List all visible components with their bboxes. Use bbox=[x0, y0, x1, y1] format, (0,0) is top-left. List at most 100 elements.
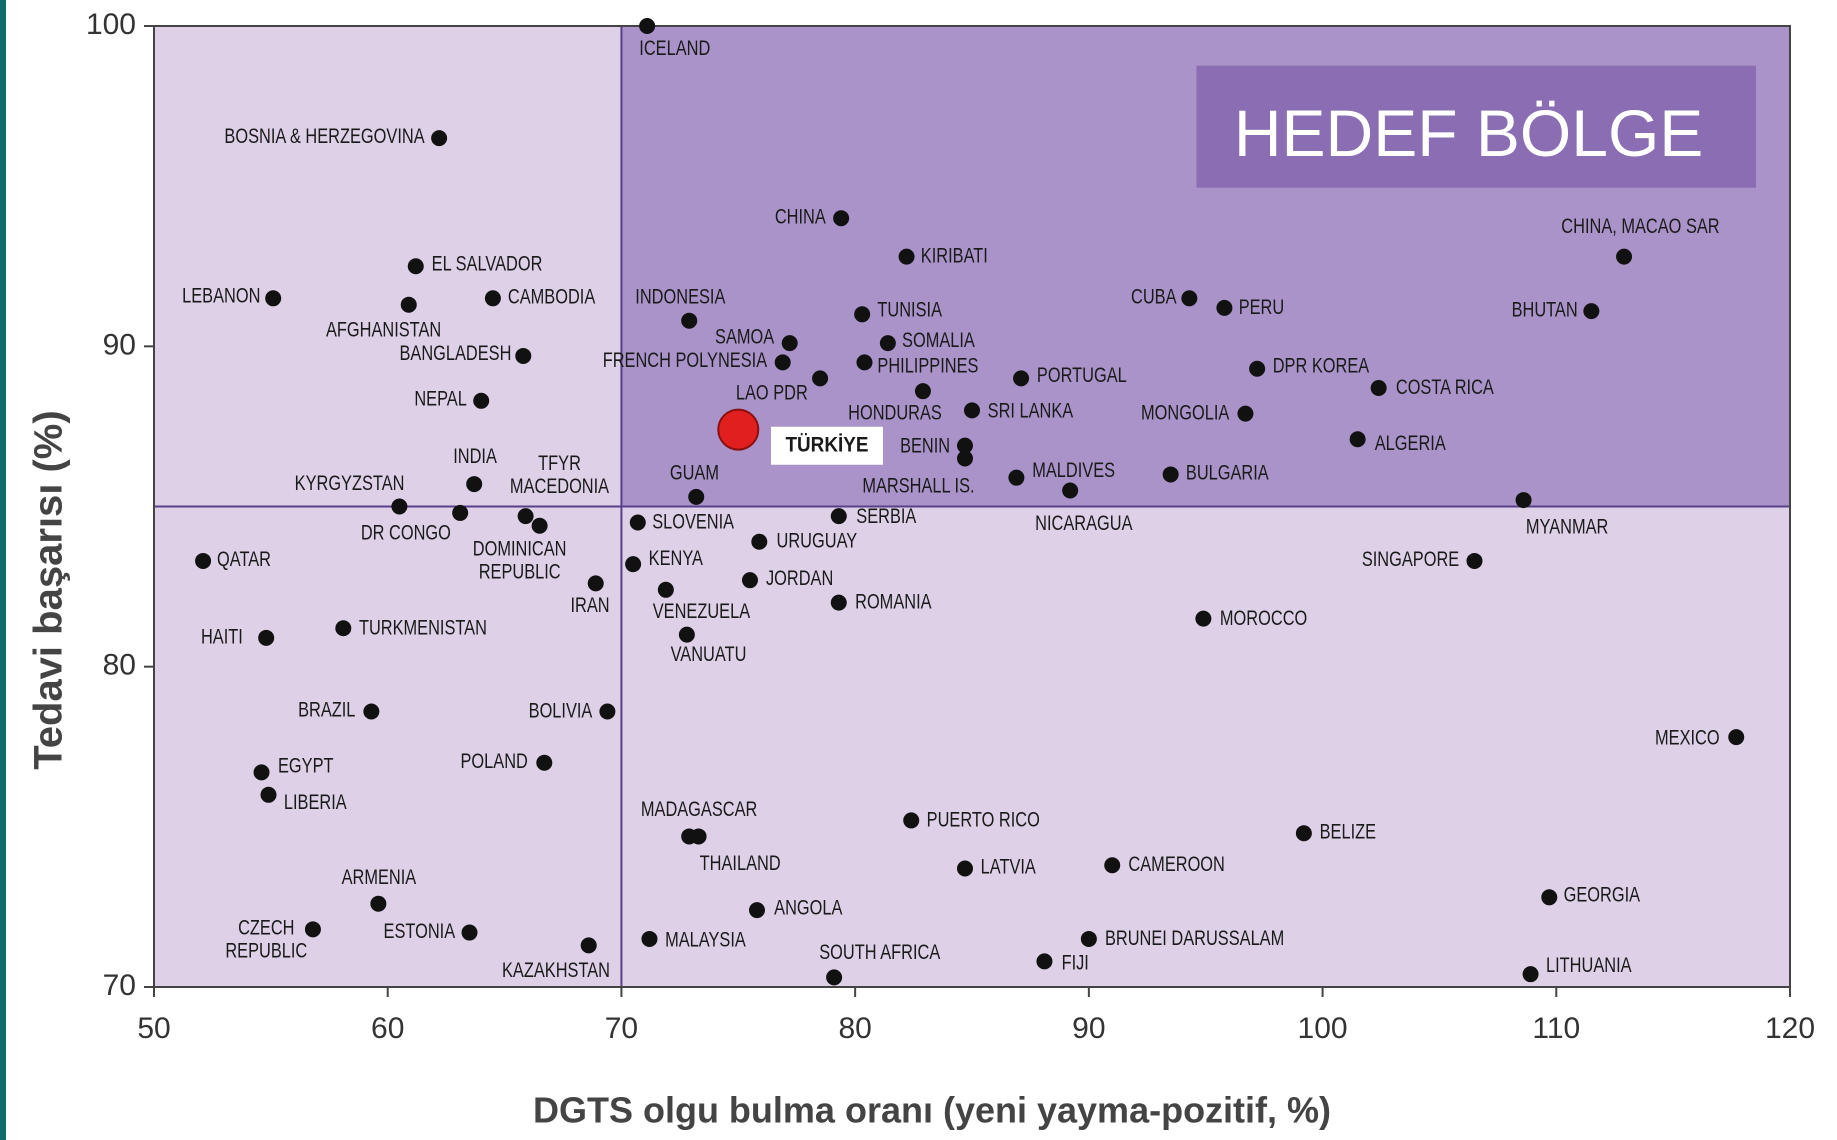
point-label: SOUTH AFRICA bbox=[819, 940, 940, 963]
point-label: ESTONIA bbox=[384, 919, 456, 942]
point-label-group: BOSNIA & HERZEGOVINA bbox=[224, 124, 425, 147]
point bbox=[1541, 889, 1558, 906]
point bbox=[1466, 552, 1483, 569]
point-label-group: MOROCCO bbox=[1220, 606, 1307, 629]
point bbox=[1515, 492, 1532, 509]
label-line: DOMINICAN bbox=[473, 537, 567, 560]
point-label-group: POLAND bbox=[460, 749, 527, 772]
point-label-group: DR CONGO bbox=[361, 520, 451, 543]
point-label: DOMINICAN REPUBLIC bbox=[473, 537, 567, 583]
x-tick-label: 80 bbox=[838, 1012, 871, 1045]
point-label-group: FRENCH POLYNESIA bbox=[603, 348, 768, 371]
annotation-box bbox=[1196, 65, 1756, 188]
point-label-group: DOMINICAN REPUBLIC bbox=[473, 537, 567, 583]
point bbox=[748, 902, 765, 919]
side-strip bbox=[0, 0, 6, 1140]
point-label: SRI LANKA bbox=[988, 398, 1074, 421]
point bbox=[1008, 469, 1025, 486]
point-label: INDIA bbox=[453, 444, 497, 467]
point-label: SAMOA bbox=[715, 324, 775, 347]
point-label: HONDURAS bbox=[848, 401, 942, 424]
point bbox=[265, 290, 282, 307]
point bbox=[812, 370, 829, 387]
point bbox=[629, 514, 646, 531]
point bbox=[856, 354, 873, 371]
point-label-group: BANGLADESH bbox=[399, 341, 511, 364]
point bbox=[253, 764, 270, 781]
point-label-group: PHILIPPINES bbox=[877, 354, 978, 377]
point-label: URUGUAY bbox=[777, 529, 858, 552]
point-label-group: CAMBODIA bbox=[508, 285, 596, 308]
point-label: POLAND bbox=[460, 749, 527, 772]
point bbox=[1062, 482, 1079, 499]
point-label-group: MALAYSIA bbox=[665, 927, 746, 950]
point-label: DPR KOREA bbox=[1273, 354, 1370, 377]
point-label: MONGOLIA bbox=[1141, 401, 1230, 424]
point bbox=[599, 703, 616, 720]
point-label: CZECH REPUBLIC bbox=[225, 916, 307, 962]
point-label-group: INDIA bbox=[453, 444, 497, 467]
point-label-group: TURKMENISTAN bbox=[359, 615, 487, 638]
point-label: NEPAL bbox=[414, 387, 466, 410]
point-label: PUERTO RICO bbox=[927, 808, 1040, 831]
point bbox=[431, 130, 448, 147]
point-label: ANGOLA bbox=[774, 896, 843, 919]
point bbox=[641, 930, 658, 947]
point bbox=[335, 620, 352, 637]
point-label: BRAZIL bbox=[298, 697, 355, 720]
point-label-group: VENEZUELA bbox=[653, 599, 751, 622]
point bbox=[260, 786, 277, 803]
point-label-group: MYANMAR bbox=[1526, 514, 1608, 537]
point-label: LAO PDR bbox=[736, 381, 808, 404]
point bbox=[258, 629, 275, 646]
point bbox=[1181, 290, 1198, 307]
point-label: MADAGASCAR bbox=[641, 797, 757, 820]
point-label: QATAR bbox=[217, 547, 271, 570]
point-label: FIJI bbox=[1062, 951, 1089, 974]
point bbox=[830, 508, 847, 525]
point-label: BOSNIA & HERZEGOVINA bbox=[224, 124, 425, 147]
label-line: TFYR bbox=[538, 451, 581, 474]
point bbox=[466, 476, 483, 493]
label-line: CZECH bbox=[238, 916, 294, 939]
point-label: THAILAND bbox=[700, 851, 781, 874]
point-label: PHILIPPINES bbox=[877, 354, 978, 377]
point-label-group: JORDAN bbox=[766, 566, 833, 589]
x-tick-label: 120 bbox=[1765, 1012, 1815, 1045]
point-label-group: CZECH REPUBLIC bbox=[225, 916, 307, 962]
point-label: BHUTAN bbox=[1512, 297, 1578, 320]
point bbox=[452, 504, 469, 521]
point bbox=[1216, 299, 1233, 316]
point bbox=[1162, 466, 1179, 483]
point-label: MYANMAR bbox=[1526, 514, 1608, 537]
point bbox=[407, 258, 424, 275]
point bbox=[781, 335, 798, 352]
label-bg bbox=[770, 426, 883, 465]
point bbox=[751, 533, 768, 550]
point-label-group: ESTONIA bbox=[384, 919, 456, 942]
plot-border bbox=[153, 25, 1791, 988]
point bbox=[903, 812, 920, 829]
point-label-group: BRAZIL bbox=[298, 697, 355, 720]
point-label-group: ANGOLA bbox=[774, 896, 843, 919]
point-label-group: LIBERIA bbox=[284, 790, 347, 813]
x-tick-label: 60 bbox=[371, 1012, 404, 1045]
point bbox=[774, 354, 791, 371]
point-label-group: ROMANIA bbox=[855, 590, 932, 613]
point-label-group: MONGOLIA bbox=[1141, 401, 1230, 424]
point-label-group: LAO PDR bbox=[736, 381, 808, 404]
point-label-group: KYRGYZSTAN bbox=[295, 471, 405, 494]
point-label: GEORGIA bbox=[1564, 883, 1641, 906]
point bbox=[681, 312, 698, 329]
point bbox=[531, 517, 548, 534]
point-label: KIRIBATI bbox=[921, 243, 988, 266]
point-label: LATVIA bbox=[981, 855, 1037, 878]
point-label-group: SLOVENIA bbox=[652, 510, 734, 533]
point-label: MARSHALL IS. bbox=[862, 473, 974, 496]
point-label-group: BRUNEI DARUSSALAM bbox=[1105, 926, 1284, 949]
point-label: CHINA, MACAO SAR bbox=[1561, 214, 1719, 237]
point-label-group: TFYR MACEDONIA bbox=[510, 451, 610, 497]
point-label: BELIZE bbox=[1320, 819, 1376, 842]
point-label: PERU bbox=[1239, 295, 1285, 318]
point bbox=[400, 296, 417, 313]
